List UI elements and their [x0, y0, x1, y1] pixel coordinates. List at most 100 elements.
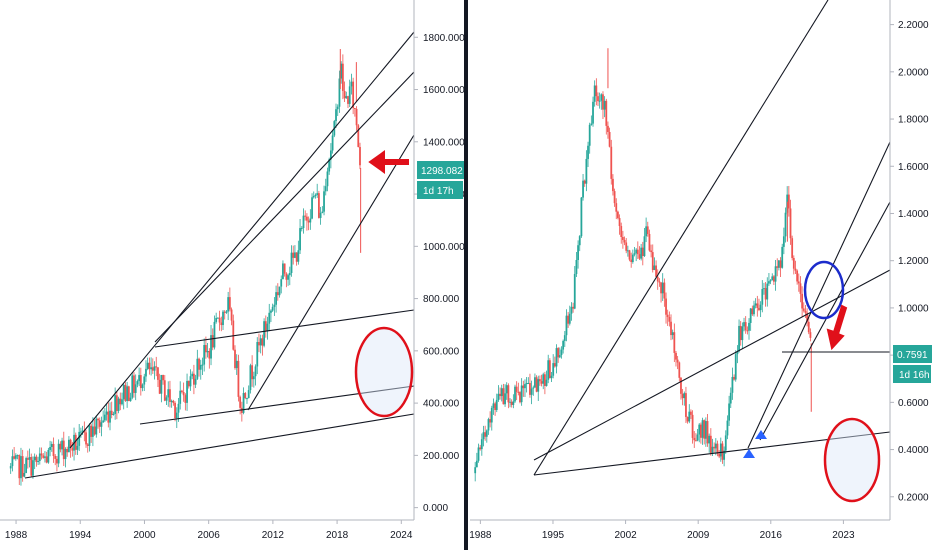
candle-body: [758, 307, 760, 311]
candle-body: [570, 306, 573, 314]
candle-body: [751, 308, 754, 315]
candle-body: [583, 180, 586, 184]
candle-body: [201, 364, 204, 366]
candle-body: [100, 422, 103, 427]
candle-body: [754, 303, 757, 306]
candle-body: [670, 321, 672, 336]
candle-body: [85, 432, 87, 445]
candle-body: [650, 250, 652, 253]
red-circle-highlight: [823, 417, 881, 503]
candle-body: [703, 420, 706, 439]
x-tick-label: 2009: [687, 530, 710, 541]
candle-body: [746, 330, 749, 332]
trendline-long-base: [24, 413, 415, 479]
candle-body: [321, 211, 324, 213]
candle-body: [796, 270, 799, 282]
right-trendlines: [533, 0, 891, 476]
candle-body: [345, 96, 348, 99]
candle-body: [242, 393, 245, 413]
candle-body: [489, 419, 492, 423]
candle-body: [295, 252, 298, 262]
candle-body: [280, 279, 283, 287]
candle-body: [165, 397, 168, 401]
candle-body: [287, 275, 289, 280]
candle-body: [648, 233, 651, 251]
candle-body: [630, 259, 633, 263]
candle-body: [600, 94, 603, 101]
candle-body: [490, 407, 493, 423]
y-tick-label: 0.4000: [898, 445, 929, 456]
candle-body: [184, 395, 187, 403]
candle-body: [749, 308, 752, 323]
candle-body: [537, 379, 540, 392]
left-chart-panel: 0.000 200.000 400.000 600.000 800.000 1000.00…: [0, 0, 465, 541]
candle-body: [134, 384, 137, 393]
candle-body: [739, 325, 742, 341]
candle-body: [33, 456, 36, 461]
candle-body: [610, 146, 613, 179]
candle-body: [635, 249, 638, 254]
left-candles: [9, 49, 362, 486]
candle-body: [595, 85, 598, 97]
candle-body: [138, 375, 141, 382]
candle-body: [646, 226, 649, 234]
candle-body: [691, 414, 694, 438]
candle-body: [126, 386, 129, 401]
candle-body: [618, 218, 621, 227]
candle-body: [47, 449, 50, 463]
trendline-steep: [247, 134, 415, 411]
x-tick-label: 1995: [542, 530, 565, 541]
candle-body: [686, 416, 689, 422]
candle-body: [254, 366, 257, 377]
candle-body: [723, 450, 726, 460]
candle-body: [234, 349, 236, 369]
candle-body: [602, 94, 604, 110]
candle-body: [66, 448, 69, 453]
left-annotations: [354, 150, 414, 418]
candle-body: [779, 260, 782, 268]
candle-body: [709, 435, 712, 454]
candle-body: [350, 81, 353, 87]
countdown-tag-box: [417, 181, 463, 199]
right-chart-panel: 0.20000.40000.60000.80001.00001.20001.40…: [469, 0, 932, 541]
candle-body: [505, 385, 508, 394]
x-tick-label: 2012: [262, 530, 285, 541]
candle-body: [714, 443, 717, 449]
candle-body: [484, 432, 487, 437]
candle-body: [802, 308, 805, 311]
y-tick-label: 400.000: [423, 399, 460, 410]
candle-body: [615, 203, 618, 212]
candle-body: [553, 363, 556, 367]
candle-body: [728, 403, 730, 421]
candle-body: [119, 398, 122, 405]
candle-body: [698, 424, 701, 435]
candle-body: [558, 355, 561, 358]
trendline-channel-mid: [154, 71, 415, 343]
candle-body: [676, 359, 679, 363]
y-tick-label: 0.000: [423, 503, 448, 514]
candle-body: [477, 447, 480, 461]
candle-body: [792, 257, 795, 269]
candle-body: [141, 384, 144, 389]
candle-body: [524, 384, 526, 389]
candle-body: [292, 252, 295, 258]
price-tag-value: 1298.082: [421, 166, 463, 177]
candle-body: [590, 123, 593, 125]
candle-body: [708, 435, 711, 444]
candle-body: [612, 178, 614, 192]
price-tag-countdown: 1d 17h: [423, 186, 454, 197]
candle-body: [572, 306, 574, 309]
candle-body: [232, 320, 235, 350]
candle-body: [228, 297, 231, 310]
candle-body: [193, 373, 195, 385]
candle-body: [512, 401, 515, 405]
candle-body: [336, 106, 339, 110]
candle-body: [324, 186, 327, 192]
candle-body: [157, 367, 159, 380]
candle-body: [500, 388, 503, 397]
candle-body: [592, 101, 594, 124]
candle-body: [121, 399, 123, 405]
candle-body: [122, 384, 125, 400]
candle-body: [510, 401, 513, 405]
candle-body: [683, 393, 686, 399]
